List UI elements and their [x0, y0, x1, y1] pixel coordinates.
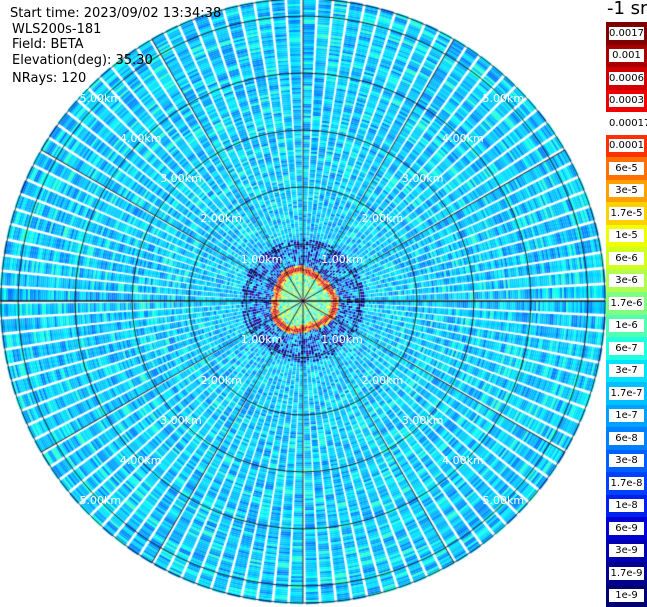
range-ring-label: 1.00km [321, 333, 363, 347]
colorbar-cell: 3e-6 [606, 269, 647, 293]
colorbar-cell: 0.0006 [606, 67, 647, 91]
colorbar-tick-label: 6e-5 [609, 161, 644, 175]
colorbar-cell: 1e-8 [606, 494, 647, 518]
colorbar-cell: 0.001 [606, 44, 647, 68]
colorbar-tick-label: 0.0001 [609, 139, 644, 153]
range-ring-label: 3.00km [160, 413, 202, 427]
range-ring-label: 1.00km [240, 333, 283, 347]
colorbar-tick-label: 6e-8 [609, 431, 644, 445]
colorbar-tick-label: 6e-6 [609, 251, 644, 265]
colorbar-tick-label: 1.7e-5 [609, 206, 644, 220]
colorbar-tick-label: 0.00017 [609, 116, 647, 130]
colorbar-cell: 0.0003 [606, 89, 647, 113]
range-ring-label: 2.00km [361, 373, 404, 387]
field-label: Field: BETA [12, 37, 84, 52]
colorbar-tick-label: 1e-8 [609, 499, 644, 513]
colorbar-tick-label: 3e-8 [609, 454, 644, 468]
range-ring-label: 2.00km [200, 212, 242, 226]
colorbar-cell: 1.7e-7 [606, 382, 647, 406]
colorbar-tick-label: 6e-9 [609, 521, 644, 535]
colorbar-tick-label: 3e-7 [609, 364, 644, 378]
colorbar-tick-label: 0.0006 [609, 71, 644, 85]
colorbar-cell: 3e-8 [606, 449, 647, 473]
colorbar-cell: 1e-9 [606, 584, 647, 607]
colorbar-tick-label: 1.7e-6 [609, 296, 644, 310]
colorbar-cell: 0.00017 [606, 112, 647, 136]
colorbar-cell: 6e-6 [606, 247, 647, 271]
elevation-label: Elevation(deg): 35.30 [12, 53, 153, 68]
colorbar-tick-label: 3e-5 [609, 184, 644, 198]
colorbar-tick-label: 1e-9 [609, 589, 644, 603]
colorbar-tick-label: 0.0017 [609, 26, 644, 40]
colorbar-tick-label: 3e-9 [609, 544, 644, 558]
colorbar-tick-label: 1e-5 [609, 229, 644, 243]
range-ring-label: 5.00km [79, 494, 122, 508]
colorbar-cell: 6e-5 [606, 157, 647, 181]
colorbar-tick-label: 6e-7 [609, 341, 644, 355]
range-ring-label: 3.00km [160, 172, 202, 186]
range-ring-label: 2.00km [361, 212, 404, 226]
range-ring-label: 1.00km [240, 252, 283, 266]
colorbar-tick-label: 1.7e-9 [609, 566, 644, 580]
colorbar-tick-label: 1.7e-8 [609, 476, 644, 490]
range-ring-label: 4.00km [442, 454, 484, 468]
colorbar-tick-label: 1.7e-7 [609, 386, 644, 400]
colorbar-tick-label: 3e-6 [609, 274, 644, 288]
colorbar-tick-label: 0.0003 [609, 94, 644, 108]
colorbar-cell: 0.0017 [606, 22, 647, 46]
colorbar-tick-label: 1e-6 [609, 319, 644, 333]
colorbar: 0.0017 0.001 0.0006 0.0003 0.00017 0.0001 6e-5… [606, 22, 647, 607]
range-ring-label: 4.00km [119, 454, 162, 468]
range-ring-label: 4.00km [119, 131, 162, 145]
range-ring-label: 3.00km [401, 172, 444, 186]
range-ring-label: 4.00km [442, 131, 484, 145]
colorbar-cell: 1e-6 [606, 314, 647, 338]
colorbar-cell: 0.0001 [606, 134, 647, 158]
range-ring-label: 5.00km [482, 91, 525, 105]
colorbar-cell: 6e-8 [606, 427, 647, 451]
range-ring-label: 3.00km [401, 413, 444, 427]
colorbar-cell: 1e-7 [606, 404, 647, 428]
colorbar-tick-label: 1e-7 [609, 409, 644, 423]
colorbar-cell: 1.7e-5 [606, 202, 647, 226]
colorbar-tick-label: 0.001 [609, 49, 644, 63]
colorbar-cell: 1.7e-6 [606, 292, 647, 316]
colorbar-cell: 6e-7 [606, 337, 647, 361]
nrays-label: NRays: 120 [12, 71, 87, 86]
instrument-label: WLS200s-181 [12, 22, 102, 37]
colorbar-cell: 3e-5 [606, 179, 647, 203]
range-ring-label: 1.00km [321, 252, 363, 266]
range-ring-label: 5.00km [482, 494, 525, 508]
colorbar-cell: 6e-9 [606, 517, 647, 541]
colorbar-unit-label: -1 sr [607, 0, 647, 19]
colorbar-cell: 3e-7 [606, 359, 647, 383]
range-ring-label: 5.00km [79, 91, 122, 105]
colorbar-cell: 1.7e-8 [606, 472, 647, 496]
colorbar-cell: 1.7e-9 [606, 562, 647, 586]
colorbar-cell: 1e-5 [606, 224, 647, 248]
start-time-label: Start time: 2023/09/02 13:34:38 [10, 6, 222, 21]
colorbar-cell: 3e-9 [606, 539, 647, 563]
range-ring-label: 2.00km [200, 373, 242, 387]
